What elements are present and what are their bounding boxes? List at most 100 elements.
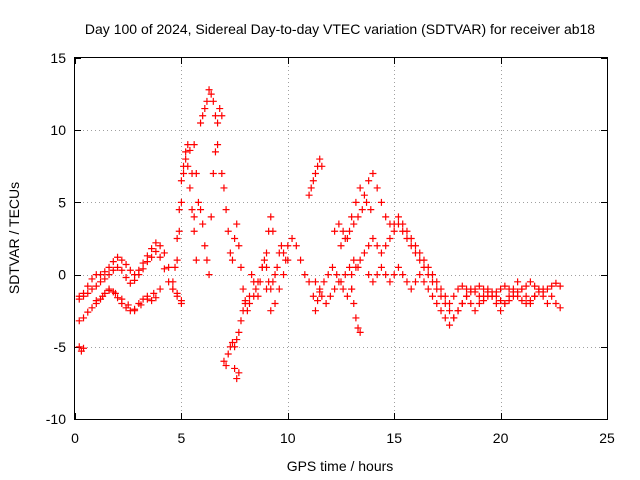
data-point bbox=[471, 285, 479, 293]
data-point bbox=[354, 213, 362, 221]
data-point bbox=[301, 271, 309, 279]
data-point bbox=[228, 338, 236, 346]
data-point bbox=[394, 263, 402, 271]
data-point bbox=[192, 170, 200, 178]
data-point bbox=[237, 263, 245, 271]
x-tick-label: 15 bbox=[386, 430, 402, 446]
series-track-q bbox=[311, 288, 324, 315]
data-point bbox=[377, 249, 385, 257]
series-track-i bbox=[218, 170, 292, 315]
data-point bbox=[216, 105, 224, 113]
data-point bbox=[348, 285, 356, 293]
data-point bbox=[335, 220, 343, 228]
series-track-u bbox=[348, 220, 564, 322]
data-point bbox=[309, 292, 317, 300]
data-point bbox=[190, 227, 198, 235]
data-point bbox=[307, 184, 315, 192]
data-point bbox=[156, 242, 164, 250]
data-point bbox=[205, 271, 213, 279]
data-point bbox=[373, 242, 381, 250]
data-point bbox=[350, 256, 358, 264]
data-point bbox=[454, 285, 462, 293]
data-point bbox=[350, 220, 358, 228]
data-point bbox=[152, 247, 160, 255]
data-point bbox=[190, 141, 198, 149]
data-point bbox=[233, 220, 241, 228]
data-point bbox=[80, 344, 88, 352]
axis-ticks bbox=[75, 58, 608, 420]
data-point bbox=[484, 288, 492, 296]
data-point bbox=[245, 299, 253, 307]
data-point bbox=[197, 119, 205, 127]
data-point bbox=[311, 170, 319, 178]
data-point bbox=[552, 299, 560, 307]
data-point bbox=[124, 301, 132, 309]
data-point bbox=[356, 256, 364, 264]
data-point bbox=[214, 141, 222, 149]
data-point bbox=[311, 307, 319, 315]
data-point bbox=[322, 299, 330, 307]
data-point bbox=[88, 304, 96, 312]
data-point bbox=[201, 105, 209, 113]
data-point bbox=[169, 285, 177, 293]
data-point bbox=[271, 271, 279, 279]
data-point bbox=[390, 271, 398, 279]
data-point bbox=[335, 278, 343, 286]
data-point bbox=[239, 285, 247, 293]
series-track-r bbox=[331, 170, 394, 242]
data-point bbox=[369, 235, 377, 242]
data-point bbox=[233, 375, 241, 383]
data-point bbox=[539, 292, 547, 300]
y-tick-label: 5 bbox=[58, 194, 66, 210]
data-point bbox=[177, 299, 185, 307]
data-point bbox=[386, 235, 394, 242]
data-point bbox=[143, 258, 151, 266]
data-point bbox=[373, 271, 381, 279]
data-point bbox=[288, 235, 296, 242]
data-point bbox=[514, 278, 522, 286]
data-point bbox=[209, 97, 217, 105]
data-point bbox=[97, 278, 105, 286]
data-point bbox=[341, 235, 349, 242]
data-point bbox=[220, 184, 228, 192]
data-point bbox=[222, 362, 230, 370]
data-point bbox=[105, 271, 113, 279]
data-point bbox=[309, 177, 317, 185]
y-tick-label: 15 bbox=[50, 50, 66, 66]
data-point bbox=[231, 343, 239, 351]
data-point bbox=[463, 292, 471, 300]
data-point bbox=[277, 242, 285, 250]
data-point bbox=[177, 198, 185, 206]
data-point bbox=[88, 285, 96, 293]
data-point bbox=[539, 285, 547, 293]
data-point bbox=[492, 299, 500, 307]
data-point bbox=[556, 282, 564, 290]
data-point bbox=[235, 242, 243, 250]
data-point bbox=[267, 213, 275, 221]
data-point bbox=[337, 242, 345, 250]
data-point bbox=[152, 239, 160, 247]
data-point bbox=[182, 148, 190, 156]
data-point bbox=[346, 263, 354, 271]
data-point bbox=[126, 266, 134, 274]
data-point bbox=[320, 278, 328, 286]
data-point bbox=[429, 271, 437, 279]
data-point bbox=[284, 242, 292, 250]
data-point bbox=[235, 369, 243, 377]
data-point bbox=[199, 112, 207, 120]
data-point bbox=[156, 253, 164, 261]
data-point bbox=[369, 170, 377, 178]
data-point bbox=[235, 328, 243, 336]
series-track-n bbox=[305, 155, 326, 199]
data-point bbox=[173, 256, 181, 264]
data-point bbox=[182, 155, 190, 163]
data-point bbox=[211, 112, 219, 120]
data-point bbox=[441, 292, 449, 300]
data-point bbox=[548, 282, 556, 290]
data-point bbox=[424, 263, 432, 271]
data-point bbox=[201, 242, 209, 250]
data-point bbox=[88, 275, 96, 283]
data-point bbox=[420, 278, 428, 286]
data-point bbox=[148, 245, 156, 253]
y-tick-label: 0 bbox=[58, 267, 66, 283]
